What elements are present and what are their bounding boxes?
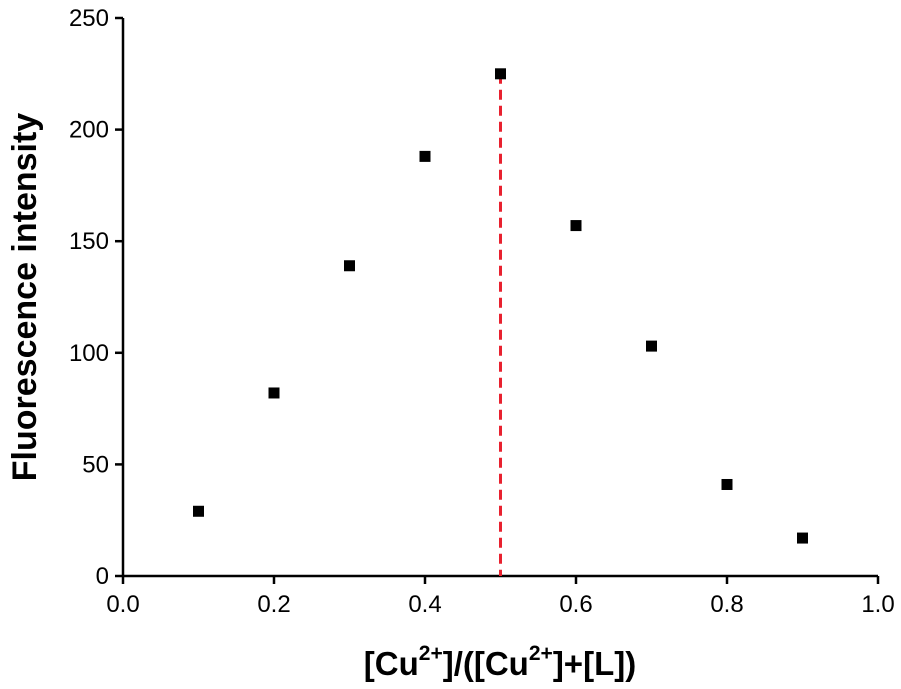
- x-axis-label: [Cu2+]/([Cu2+]+[L]): [364, 642, 636, 682]
- data-point: [797, 532, 808, 544]
- x-axis-label-sup2: 2+: [529, 642, 553, 665]
- y-tick-label: 150: [69, 228, 109, 255]
- x-tick-label: 0.8: [710, 591, 743, 618]
- x-axis-label-sup1: 2+: [419, 642, 443, 665]
- y-tick-label: 250: [69, 5, 109, 32]
- data-point: [495, 68, 506, 80]
- data-point: [419, 150, 431, 162]
- x-tick-label: 1.0: [861, 591, 894, 618]
- y-tick-label: 200: [69, 117, 109, 144]
- data-point: [193, 505, 204, 517]
- x-axis-label-part1: [Cu: [364, 645, 419, 682]
- x-tick-label: 0.6: [559, 591, 592, 618]
- x-axis-label-part3: ]+[L]): [553, 645, 636, 682]
- data-point: [646, 340, 657, 352]
- x-axis-label-part2: ]/([Cu: [443, 645, 529, 682]
- y-axis-label: Fluorescence intensity: [6, 113, 44, 482]
- y-tick-label: 0: [96, 563, 109, 590]
- data-point: [344, 260, 355, 272]
- x-tick-label: 0.2: [257, 591, 290, 618]
- x-ticks: 0.0 0.2 0.4 0.6 0.8 1.0: [106, 576, 895, 618]
- data-point: [721, 478, 733, 490]
- y-ticks: 0 50 100 150 200 250: [69, 5, 123, 590]
- data-point: [570, 220, 582, 232]
- x-tick-label: 0.0: [106, 591, 139, 618]
- data-points: [193, 68, 808, 544]
- y-tick-label: 50: [82, 451, 109, 478]
- x-tick-label: 0.4: [408, 591, 441, 618]
- data-point: [268, 387, 280, 399]
- y-tick-label: 100: [69, 340, 109, 367]
